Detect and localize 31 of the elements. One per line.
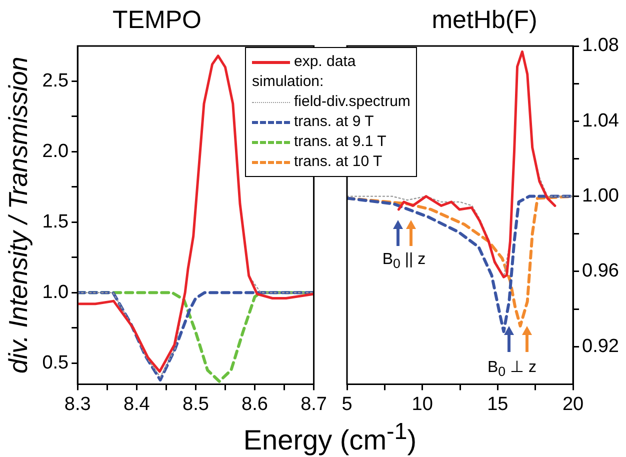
x-tick-label: 8.6 [242,394,268,415]
legend-label: field-div.spectrum [293,92,410,112]
x-tick-label: 8.3 [64,394,91,415]
x-axis-title: Energy (cm$^{-1}$) [242,417,418,457]
y-tick-label: 1.5 [42,211,69,232]
annotation: B$_{0}$ ⊥ z [486,358,538,380]
x-tick-label: 10 [412,394,433,415]
chart-title: metHb(F) [432,6,538,34]
legend-label: trans. at 9.1 T [293,132,388,152]
x-tick-label: 8.5 [182,394,209,415]
x-tick-label: 15 [487,394,508,415]
y-tick-label: 0.92 [582,336,620,357]
chart-title: TEMPO [112,6,202,34]
legend-label: exp. data [293,52,357,72]
y-tick-label: 0.5 [42,352,69,374]
y-tick-label: 0.96 [582,260,620,282]
y-tick-label: 2.0 [42,140,69,162]
y-tick-label: 1.04 [582,110,620,132]
y-tick-label: 1.08 [582,35,620,56]
x-tick-label: 8.4 [123,394,150,415]
legend-label: trans. at 9 T [293,112,375,132]
y-tick-label: 1.0 [42,282,69,303]
y-tick-label: 2.5 [42,70,69,92]
x-tick-label: 20 [562,394,584,415]
x-tick-label: 5 [342,394,352,415]
y-axis-title: div. Intensity / Transmission [2,56,33,374]
annotation: B$_{0}$ || z [381,251,427,272]
legend-label: trans. at 10 T [293,152,384,172]
legend-title: simulation: [252,72,325,92]
y-tick-label: 1.00 [582,186,620,207]
x-tick-label: 8.7 [300,394,328,415]
